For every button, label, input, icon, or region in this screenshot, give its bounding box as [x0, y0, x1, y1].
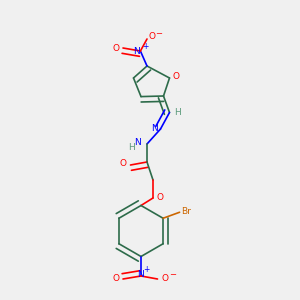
Text: +: + — [143, 265, 150, 274]
Text: O: O — [119, 159, 127, 168]
Text: H: H — [128, 143, 135, 152]
Text: O: O — [149, 32, 156, 41]
Text: Br: Br — [181, 207, 190, 216]
Text: O: O — [161, 274, 169, 283]
Text: N: N — [138, 270, 144, 279]
Text: −: − — [169, 270, 176, 279]
Text: −: − — [155, 29, 162, 38]
Text: O: O — [113, 274, 120, 283]
Text: N: N — [134, 46, 140, 56]
Text: N: N — [151, 124, 158, 133]
Text: N: N — [134, 138, 141, 147]
Text: O: O — [156, 193, 163, 202]
Text: H: H — [175, 108, 181, 117]
Text: +: + — [142, 42, 148, 51]
Text: O: O — [172, 72, 180, 81]
Text: O: O — [113, 44, 120, 53]
